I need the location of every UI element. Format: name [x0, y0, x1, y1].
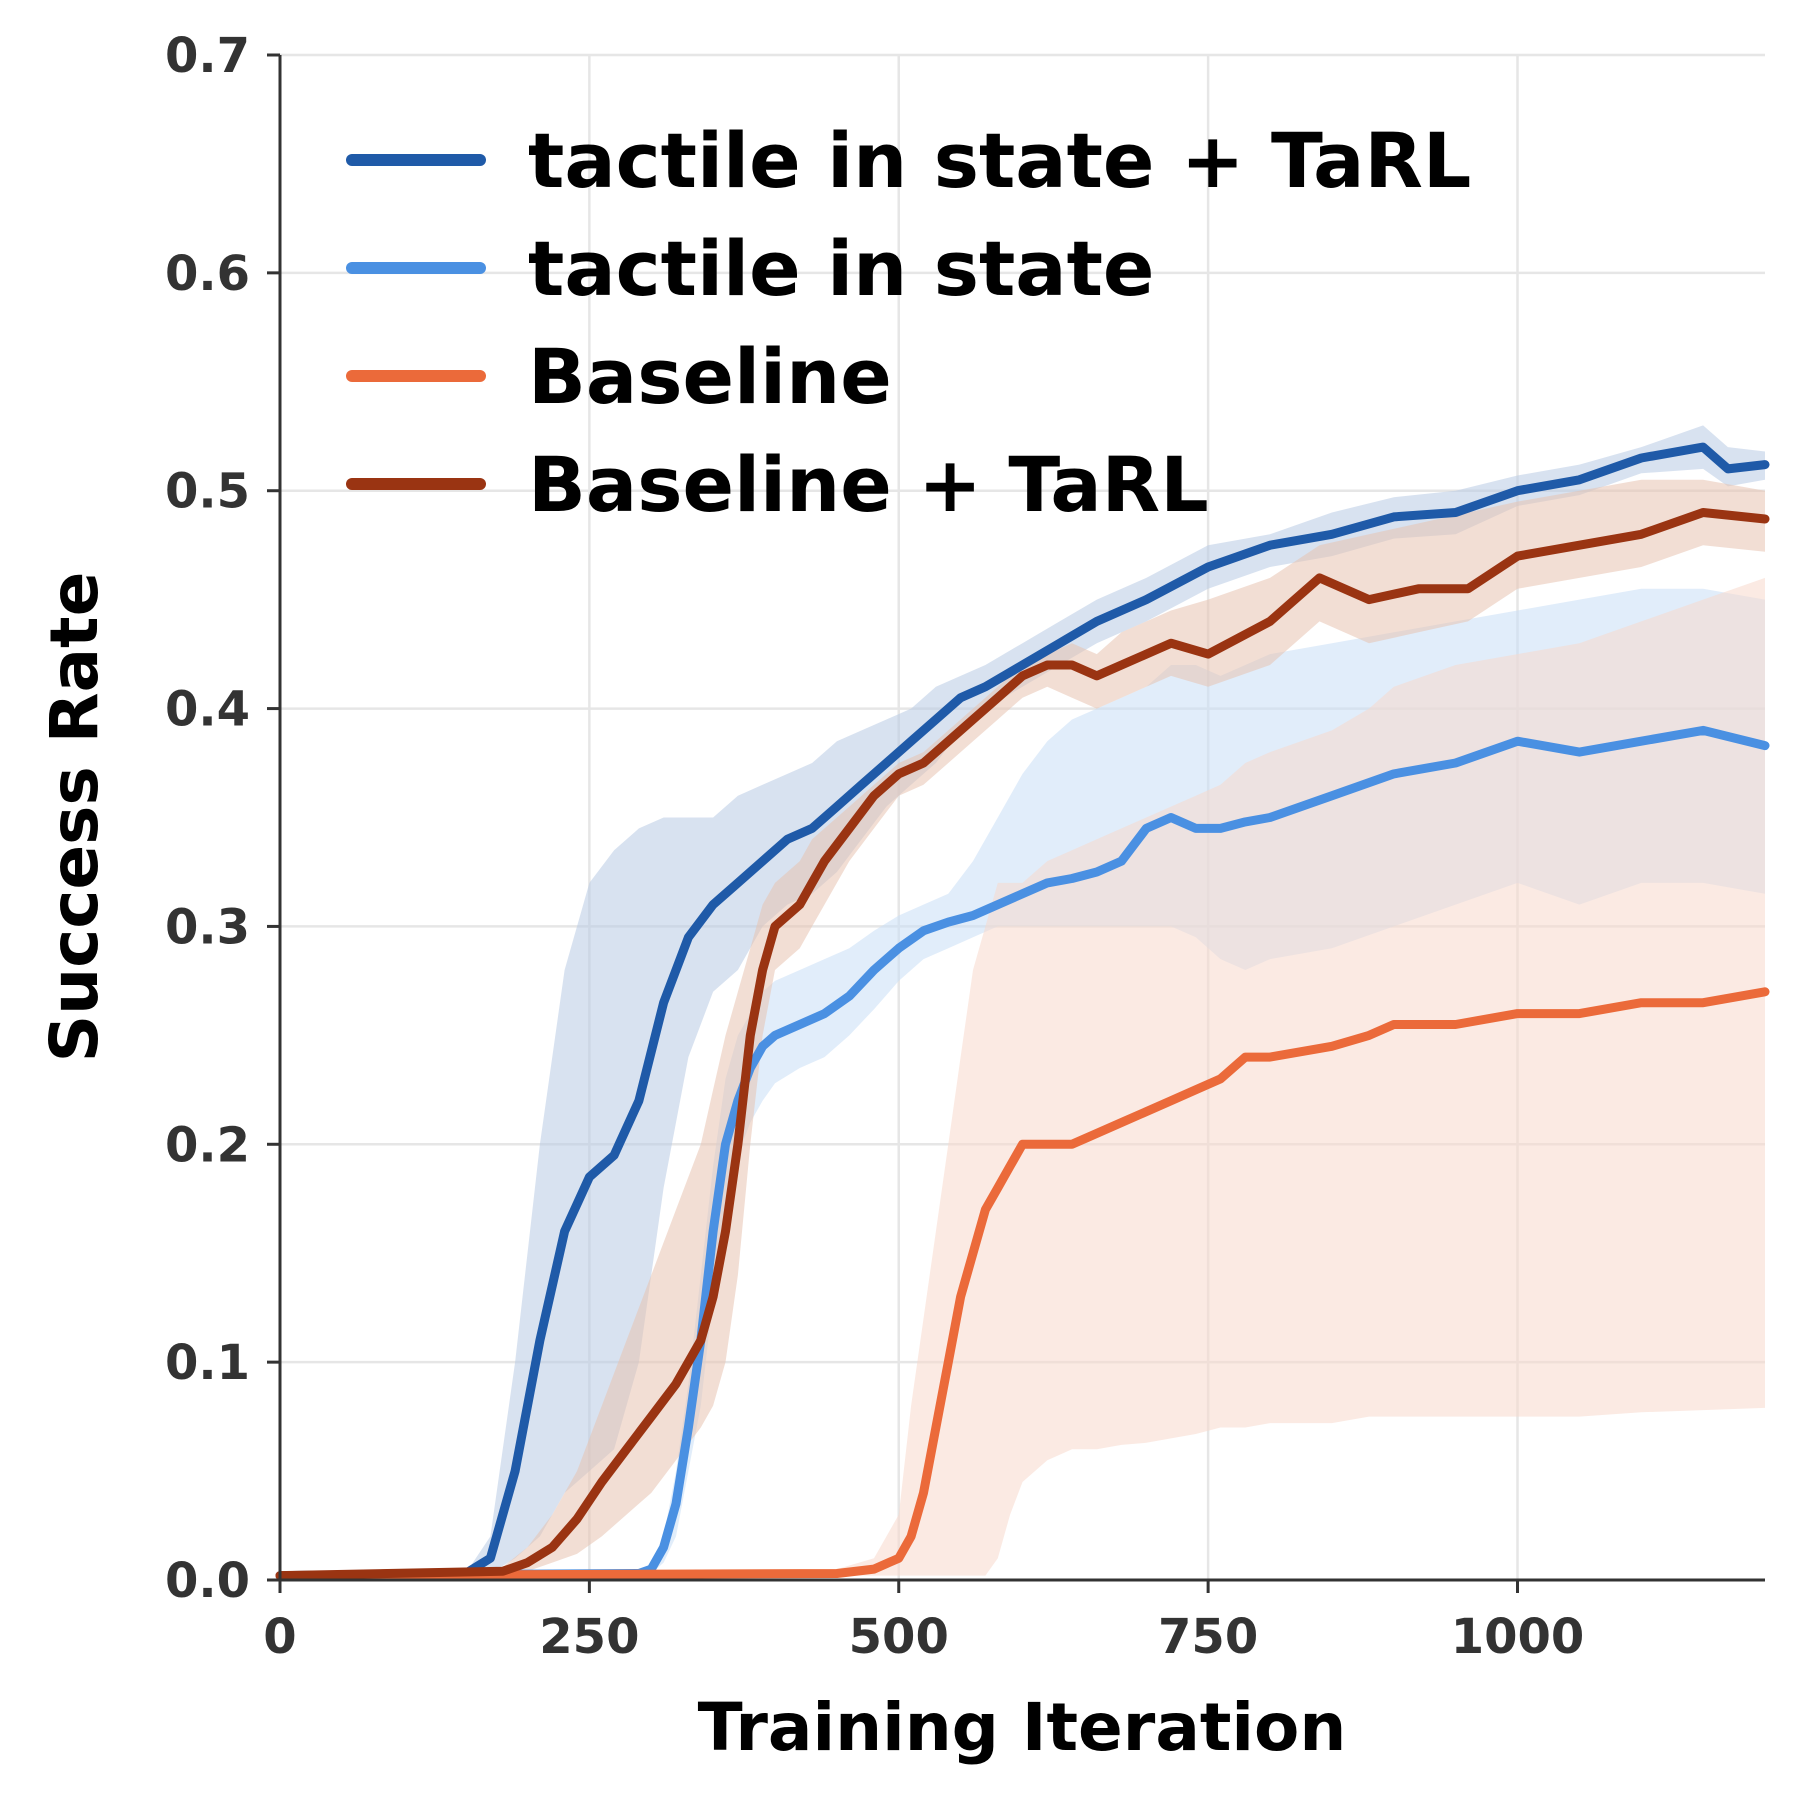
y-tick-label: 0.3 [165, 899, 250, 955]
line-series-3 [275, 508, 1770, 1581]
x-tick-label: 0 [263, 1609, 296, 1665]
x-tick-label: 750 [1158, 1609, 1258, 1665]
y-tick-label: 0.2 [165, 1117, 250, 1173]
legend-item: tactile in state [346, 224, 1154, 313]
confidence-bands [280, 425, 1765, 1576]
legend-item: tactile in state + TaRL [346, 116, 1471, 205]
y-axis-label: Success Rate [36, 572, 113, 1063]
legend-label: Baseline [528, 332, 892, 421]
band-series-3 [280, 479, 1765, 1576]
band-series-0 [280, 425, 1765, 1576]
x-tick-label: 250 [539, 1609, 639, 1665]
legend-label: tactile in state [528, 224, 1154, 313]
legend-label: Baseline + TaRL [528, 440, 1209, 529]
legend: tactile in state + TaRL tactile in state B… [346, 116, 1471, 529]
legend-item: Baseline + TaRL [346, 440, 1209, 529]
y-tick-label: 0.1 [165, 1335, 250, 1391]
x-tick-label: 500 [849, 1609, 949, 1665]
y-tick-label: 0.6 [165, 246, 250, 302]
y-ticks: 0.0 0.1 0.2 0.3 0.4 0.5 0.6 0.7 [165, 28, 280, 1609]
line-series-0 [275, 442, 1770, 1581]
line-series-2 [275, 987, 1770, 1581]
y-tick-label: 0.0 [165, 1553, 250, 1609]
x-tick-label: 1000 [1451, 1609, 1585, 1665]
y-tick-label: 0.4 [165, 682, 250, 738]
line-series-1 [275, 725, 1770, 1581]
y-tick-label: 0.5 [165, 464, 250, 520]
legend-label: tactile in state + TaRL [528, 116, 1471, 205]
y-tick-label: 0.7 [165, 28, 250, 84]
legend-item: Baseline [346, 332, 892, 421]
band-series-2 [280, 577, 1765, 1576]
series-lines [275, 442, 1770, 1581]
x-ticks: 0 250 500 750 1000 [263, 1580, 1584, 1665]
x-axis-label: Training Iteration [698, 1689, 1347, 1766]
